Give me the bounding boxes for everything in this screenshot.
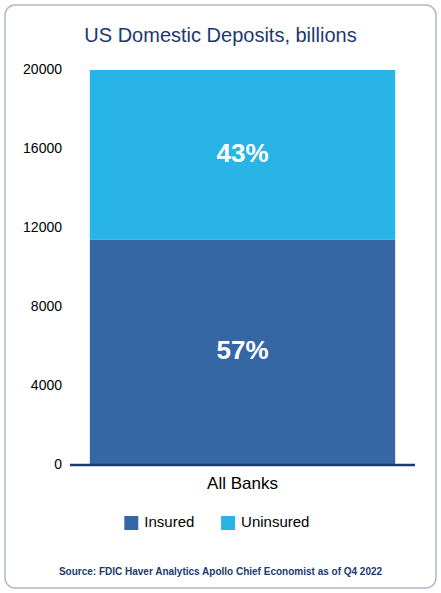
border [5,5,436,588]
legend-swatch [221,516,235,530]
source: Source: FDIC Haver Analytics Apollo Chie… [59,566,383,577]
x-tick-label: All Banks [207,474,278,493]
y-axis: 0 4000 8000 12000 16000 20000 [23,61,62,472]
y-tick-label: 16000 [23,140,62,156]
bar-segment [90,240,395,465]
chart-root: US Domestic Deposits, billions 0 4000 8000 1… [0,0,441,593]
legend: Insured Uninsured [124,513,309,530]
legend-swatch [124,516,138,530]
bar-labels: 57% 43% [216,138,268,365]
bar-segment [90,70,395,240]
y-tick-label: 4000 [31,377,62,393]
title: US Domestic Deposits, billions [84,24,356,46]
y-tick-label: 20000 [23,61,62,77]
y-tick-label: 0 [54,456,62,472]
legend-label: Insured [144,513,194,530]
y-tick-label: 12000 [23,219,62,235]
x-axis-line [70,464,415,467]
y-tick-label: 8000 [31,298,62,314]
segment-label: 57% [216,335,268,365]
segment-label: 43% [216,138,268,168]
bars [90,70,395,465]
chart-svg: US Domestic Deposits, billions 0 4000 8000 1… [0,0,441,593]
legend-label: Uninsured [241,513,309,530]
